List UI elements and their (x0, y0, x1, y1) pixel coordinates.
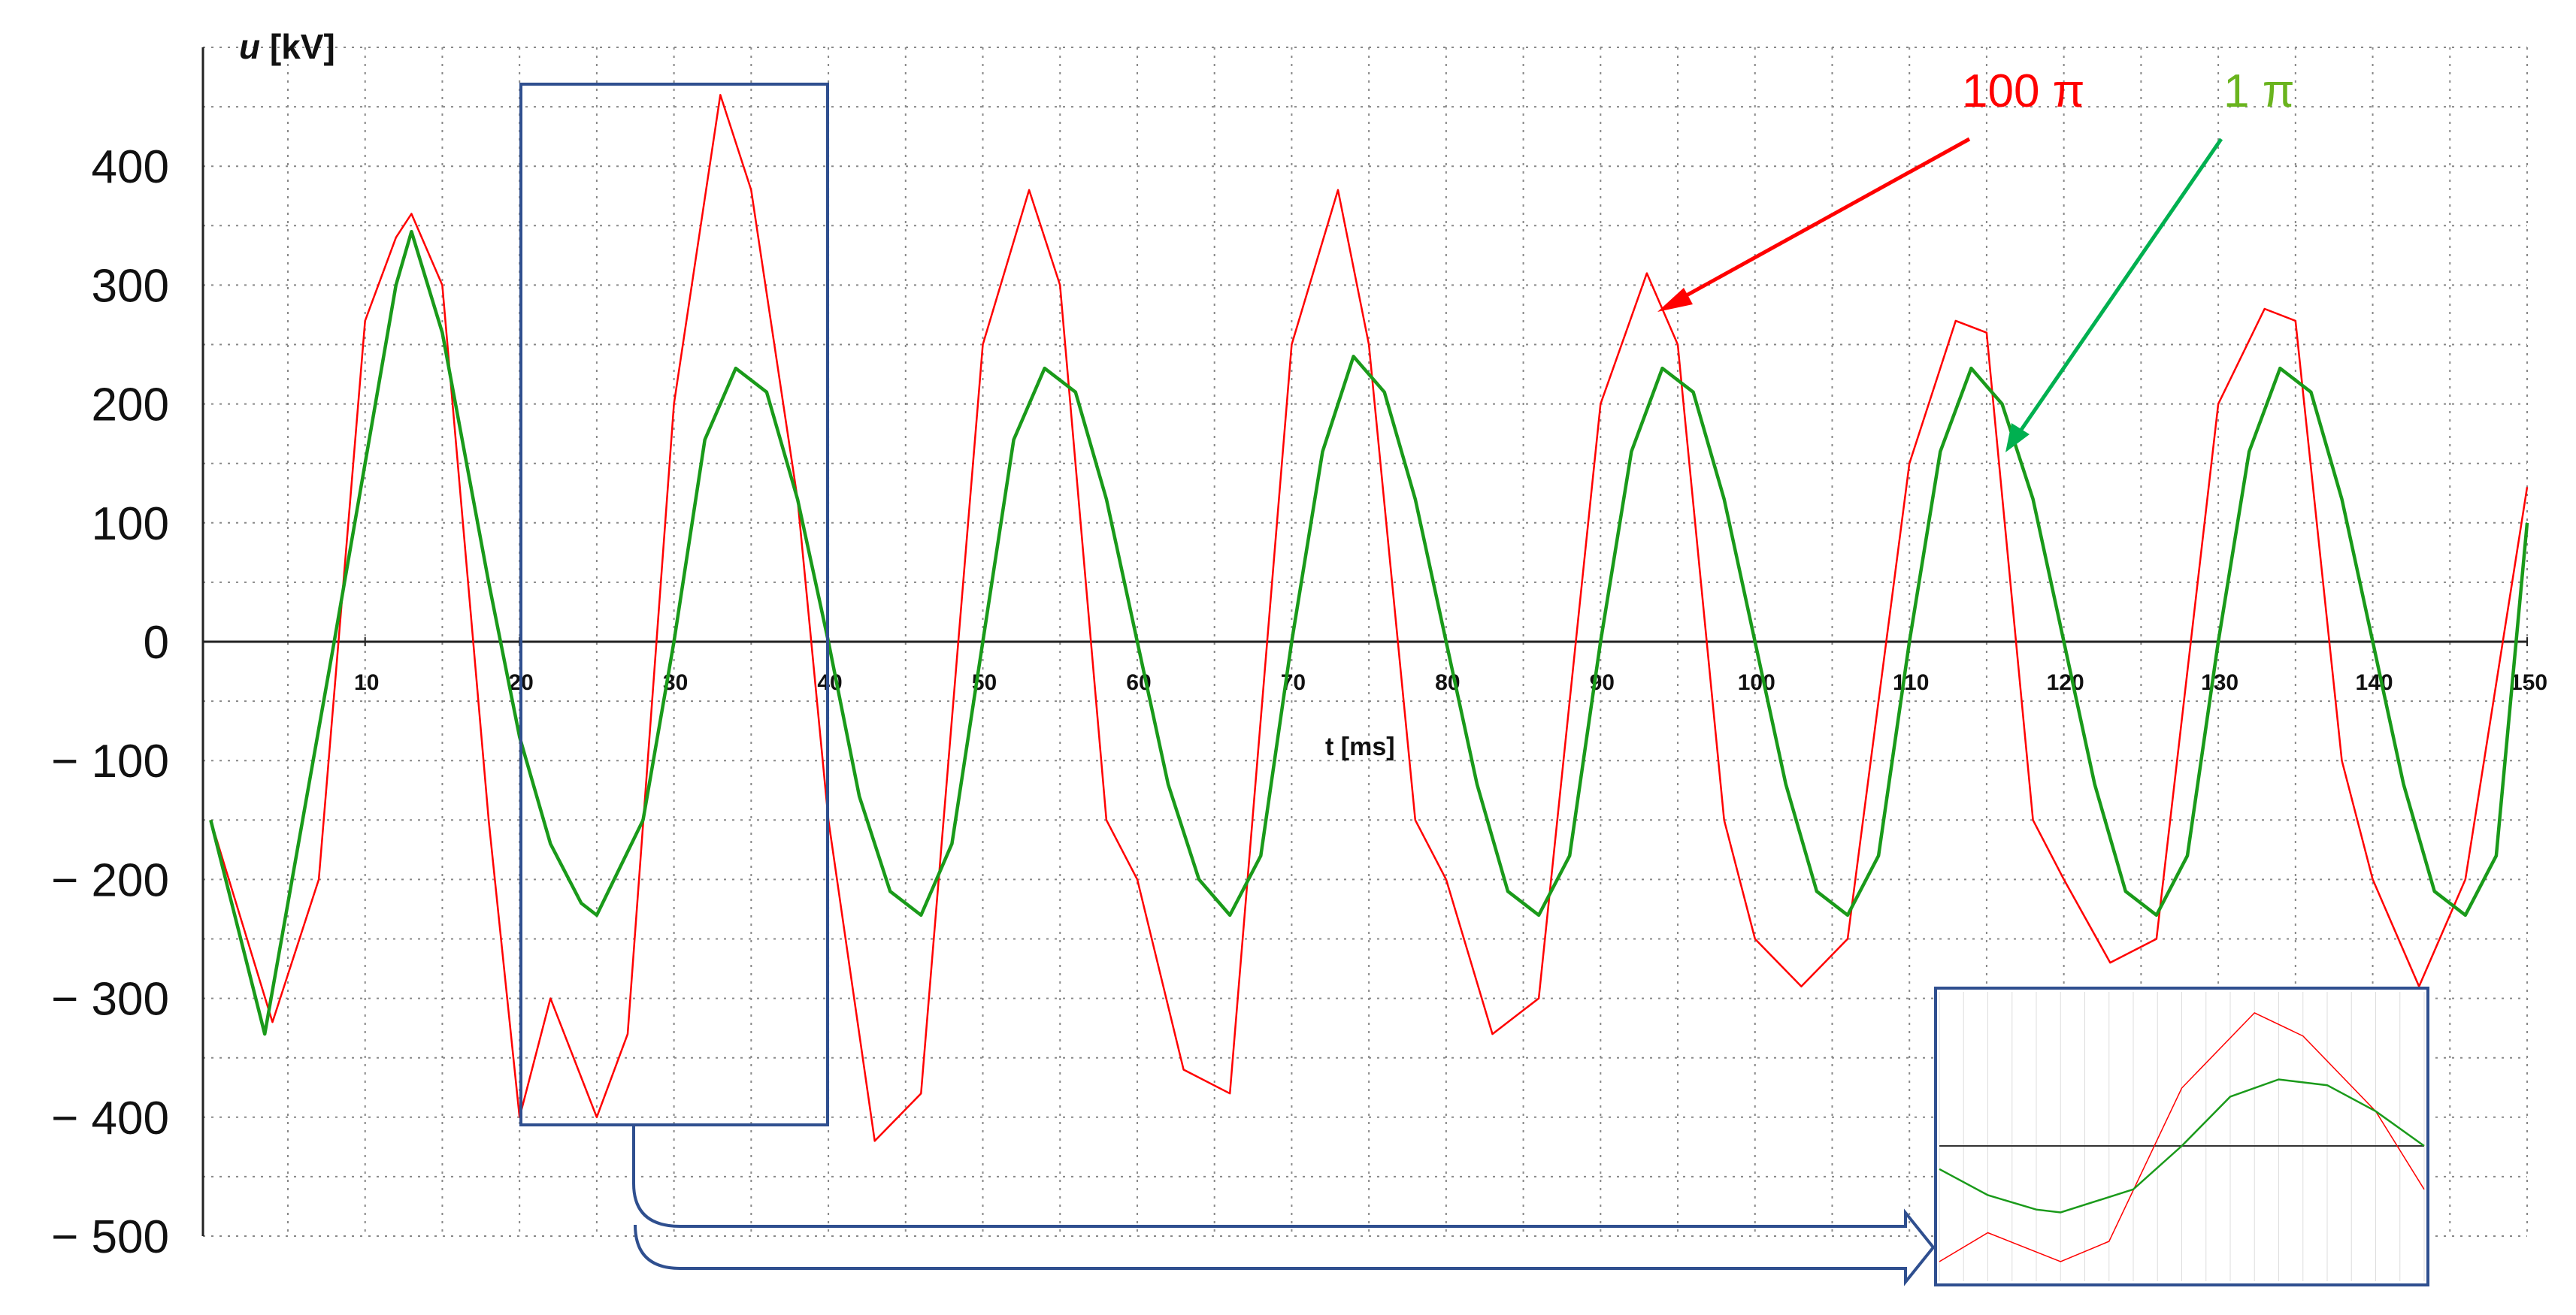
inset-series-100pi-line (1939, 1011, 2425, 1262)
legend-label-100pi: 100 π (1962, 65, 2084, 117)
y-tick-label: − 200 (51, 854, 169, 906)
y-tick-label: 400 (92, 141, 169, 193)
x-tick-label: 150 (2510, 670, 2547, 695)
series-100pi-line (210, 94, 2529, 1142)
x-axis-label: t [ms] (1325, 733, 1395, 761)
x-tick-label: 110 (1893, 670, 1929, 695)
legend-arrowhead-100pi (1657, 288, 1693, 312)
y-tick-label: 0 (144, 617, 169, 669)
y-axis-label: u [kV] (239, 27, 335, 66)
x-tick-label: 140 (2356, 670, 2393, 695)
legend-arrow-1pi (2012, 138, 2223, 441)
zoom-selection-box (519, 83, 829, 1126)
y-tick-label: − 300 (51, 974, 169, 1026)
zoom-inset (1934, 987, 2429, 1286)
y-tick-label: 200 (92, 379, 169, 431)
zoom-connector-arrow-outer (667, 1125, 690, 1205)
y-tick-label: 300 (92, 260, 169, 312)
legend-arrow-100pi (1669, 137, 1971, 307)
x-tick-label: 130 (2201, 670, 2238, 695)
x-tick-label: 100 (1738, 670, 1775, 695)
legend-arrowhead-1pi (2005, 423, 2030, 452)
series-group (209, 94, 2529, 1142)
x-tick-label: 10 (354, 670, 379, 695)
inset-series-1pi-line (1939, 1078, 2425, 1214)
y-tick-label: 100 (92, 498, 169, 550)
series-1pi-line (209, 229, 2529, 1036)
x-tick-label: 120 (2047, 670, 2084, 695)
legend-label-1pi: 1 π (2223, 65, 2294, 117)
y-tick-label: − 500 (51, 1211, 169, 1263)
zoom-connector-arrow (632, 1125, 1936, 1286)
axes (201, 47, 2527, 1236)
y-tick-labels: 400 300 200 100 0 − 100 − 200 − 300 − 400 − 500 (51, 141, 169, 1263)
y-tick-label: − 400 (51, 1093, 169, 1144)
y-tick-label: − 100 (51, 736, 169, 787)
